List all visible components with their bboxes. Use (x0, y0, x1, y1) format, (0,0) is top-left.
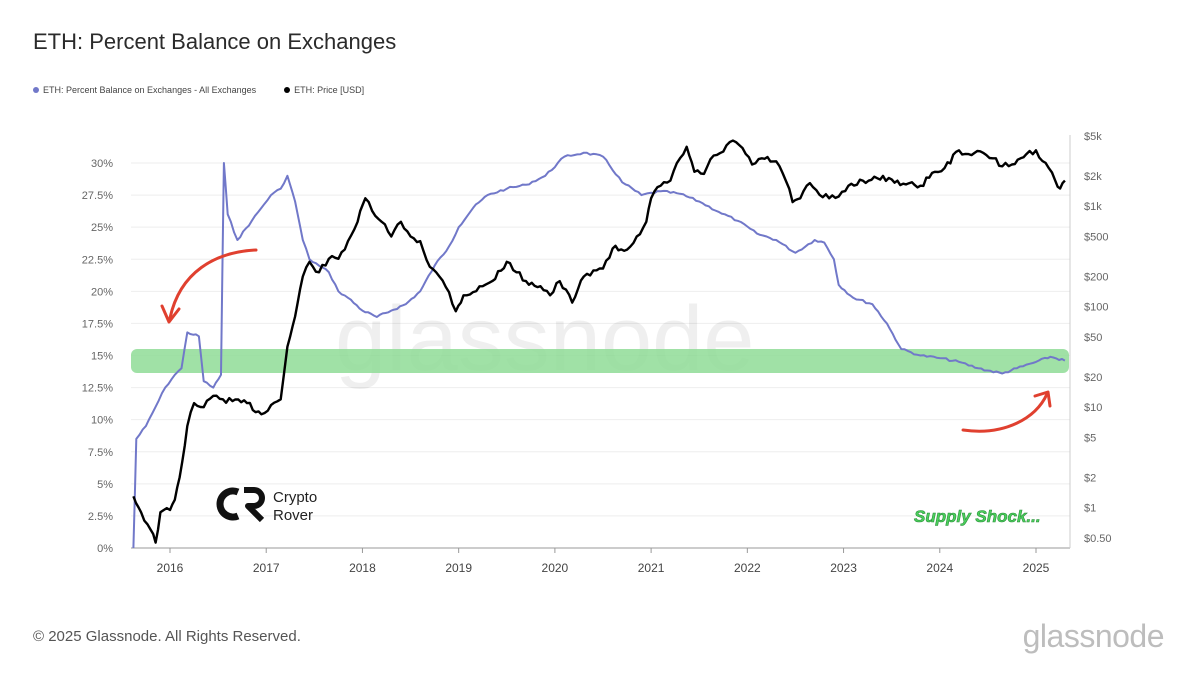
series-line-price (132, 139, 1066, 544)
arrow-right-annotation (961, 390, 1052, 433)
y-right-tick-label: $20 (1084, 372, 1102, 384)
y-right-tick-label: $2k (1084, 171, 1102, 183)
y-right-tick-label: $500 (1084, 232, 1108, 244)
footer-copyright: © 2025 Glassnode. All Rights Reserved. (33, 628, 301, 645)
y-left-tick-label: 10% (91, 415, 113, 427)
x-tick-label: 2017 (253, 561, 280, 575)
rover-logo-r-icon (244, 487, 265, 523)
rover-name-line1: Crypto (273, 489, 317, 506)
x-tick-label: 2018 (349, 561, 376, 575)
x-tick-label: 2025 (1023, 561, 1050, 575)
y-left-tick-label: 17.5% (82, 318, 113, 330)
legend-label-balance: ETH: Percent Balance on Exchanges - All … (43, 85, 257, 95)
y-right-tick-label: $100 (1084, 302, 1108, 314)
y-right-tick-label: $5 (1084, 433, 1096, 445)
rover-logo-c-icon (216, 487, 240, 521)
y-left-tick-label: 30% (91, 158, 113, 170)
y-left-tick-label: 0% (97, 543, 113, 555)
y-right-tick-label: $10 (1084, 402, 1102, 414)
series-line-balance (132, 151, 1066, 549)
legend-dot-price (284, 87, 291, 93)
arrow-left-annotation (160, 248, 258, 324)
y-left-tick-label: 2.5% (88, 511, 113, 523)
y-axis-left: 0% 2.5% 5% 7.5% 10% 12.5% 15% 17.5% 20% 22.5% 25% 2… (82, 158, 113, 555)
y-left-tick-label: 15% (91, 351, 113, 363)
y-right-tick-label: $1 (1084, 503, 1096, 515)
legend-item-price[interactable]: ETH: Price [USD] (284, 85, 364, 95)
x-tick-label: 2020 (542, 561, 569, 575)
legend-label-price: ETH: Price [USD] (294, 85, 365, 95)
x-tick-label: 2024 (926, 561, 953, 575)
x-tick-label: 2023 (830, 561, 857, 575)
y-right-tick-label: $1k (1084, 201, 1102, 213)
y-left-tick-label: 22.5% (82, 254, 113, 266)
y-right-tick-label: $2 (1084, 472, 1096, 484)
y-left-tick-label: 7.5% (88, 447, 113, 459)
x-tick-label: 2022 (734, 561, 761, 575)
page-title: ETH: Percent Balance on Exchanges (33, 29, 397, 54)
y-right-tick-label: $0.50 (1084, 533, 1112, 545)
legend-dot-balance (33, 87, 39, 93)
supply-shock-annotation: Supply Shock... (914, 507, 1041, 526)
y-axis-right: $0.50 $1 $2 $5 $10 $20 $50 $100 $200 $500 $1k $2k $5… (1084, 131, 1112, 545)
y-right-tick-label: $50 (1084, 332, 1102, 344)
y-right-tick-label: $200 (1084, 271, 1108, 283)
crypto-rover-logo: Crypto Rover (216, 487, 317, 524)
y-left-tick-label: 5% (97, 479, 113, 491)
y-left-tick-label: 27.5% (82, 190, 113, 202)
x-tick-label: 2016 (157, 561, 184, 575)
rover-name-line2: Rover (273, 507, 313, 524)
chart-watermark: glassnode (335, 288, 754, 390)
chart-legend: ETH: Percent Balance on Exchanges - All … (33, 85, 364, 95)
footer-glassnode-logo: glassnode (1022, 618, 1165, 654)
highlight-band (131, 349, 1069, 373)
legend-item-balance[interactable]: ETH: Percent Balance on Exchanges - All … (33, 85, 256, 95)
x-tick-label: 2019 (445, 561, 472, 575)
y-left-tick-label: 20% (91, 286, 113, 298)
x-tick-label: 2021 (638, 561, 665, 575)
y-right-tick-label: $5k (1084, 131, 1102, 143)
y-left-tick-label: 12.5% (82, 383, 113, 395)
y-left-tick-label: 25% (91, 222, 113, 234)
x-axis: 2016 2017 2018 2019 2020 2021 2022 2023 2024 2025 (157, 548, 1050, 575)
